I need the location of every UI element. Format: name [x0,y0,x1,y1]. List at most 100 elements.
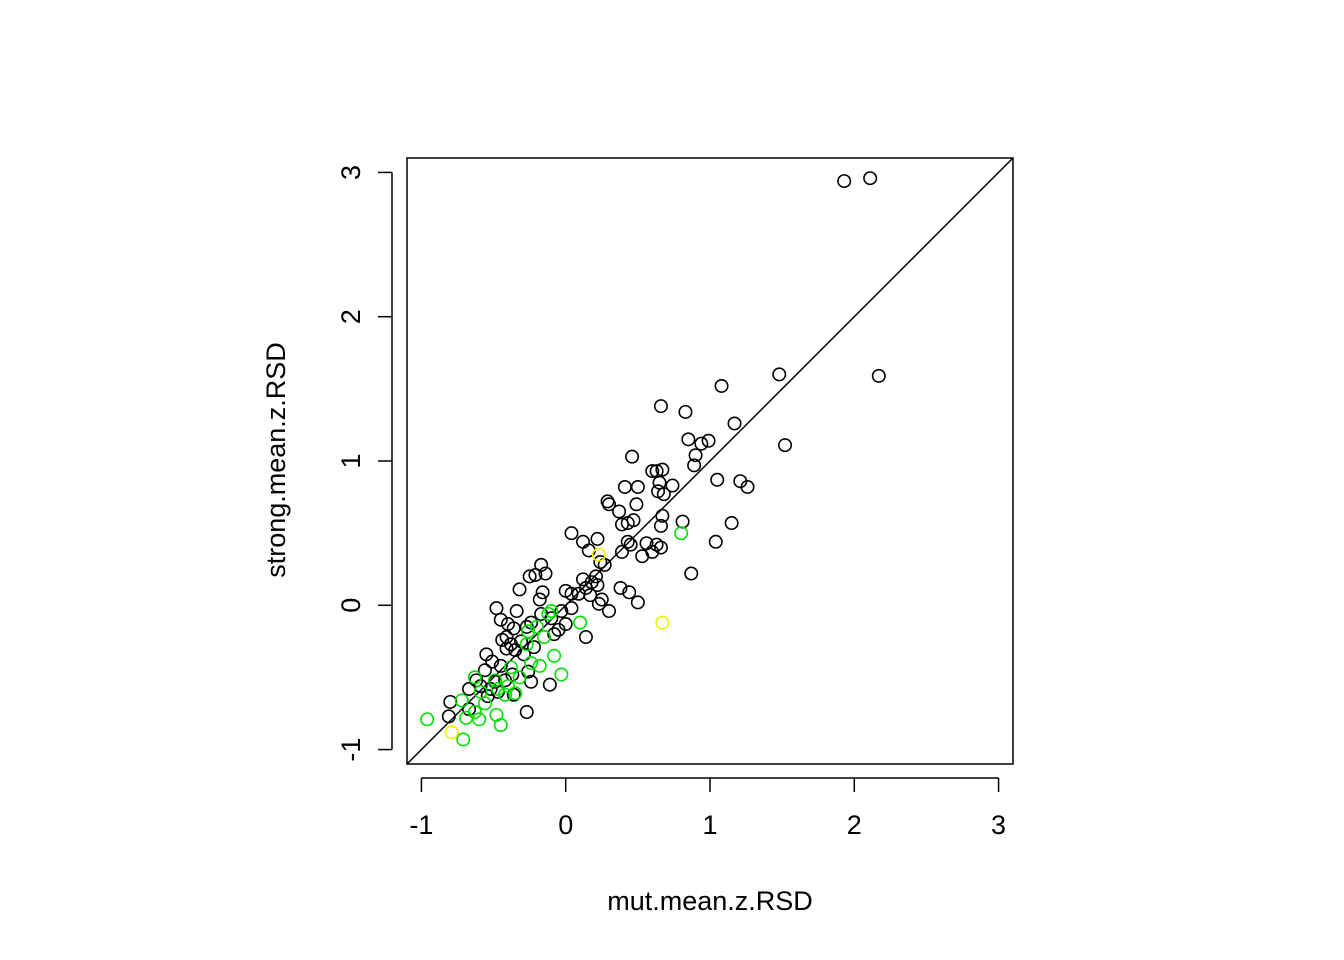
data-point [456,732,471,747]
data-point [655,508,670,523]
data-point [665,478,680,493]
data-point [714,378,729,393]
data-point [509,604,524,619]
data-point [620,516,635,531]
data-point [635,549,650,564]
y-axis-title: strong.mean.z.RSD [261,342,291,578]
data-point [477,696,492,711]
data-point [564,586,579,601]
data-point [708,534,723,549]
data-point [480,689,495,704]
data-point [506,621,521,636]
identity-line [407,158,1013,764]
data-point [547,627,562,642]
data-point [512,670,527,685]
data-point [529,619,544,634]
data-point [576,534,591,549]
data-point [519,637,534,652]
data-point [594,592,609,607]
data-point [498,687,513,702]
data-point [542,677,557,692]
data-point [519,705,534,720]
data-point [727,416,742,431]
data-point [652,475,667,490]
data-point [462,681,477,696]
data-point [645,464,660,479]
x-tick-label: 1 [702,810,717,840]
plot-frame [406,157,1014,765]
data-point [516,647,531,662]
data-point [493,718,508,733]
data-point [625,449,640,464]
data-point [499,641,514,656]
data-point [441,709,456,724]
data-point [778,438,793,453]
data-point [688,448,703,463]
data-point [459,710,474,725]
x-tick-label: 3 [991,810,1006,840]
data-point [493,658,508,673]
data-point [420,712,435,727]
data-point [622,585,637,600]
data-point [601,497,616,512]
data-point [537,630,552,645]
data-point [573,615,588,630]
data-point [614,544,629,559]
data-point [532,658,547,673]
data-point [655,462,670,477]
y-tick-label: 1 [336,453,366,468]
data-point [538,566,553,581]
data-point [544,604,559,619]
data-point [629,497,644,512]
data-point [653,399,668,414]
data-point [675,514,690,529]
data-point [488,673,503,688]
data-point [493,612,508,627]
data-point [601,604,616,619]
data-point [472,712,487,727]
data-point [512,582,527,597]
data-point [630,479,645,494]
y-axis: -1 0 1 2 3 [336,165,393,762]
data-point [499,630,514,645]
data-point [740,479,755,494]
data-point [701,433,716,448]
x-axis-title: mut.mean.z.RSD [607,886,813,916]
data-point [678,404,693,419]
data-point [508,643,523,658]
data-point [655,615,670,630]
data-point [710,472,725,487]
data-point [467,670,482,685]
y-tick-label: 0 [336,598,366,613]
data-point [617,479,632,494]
data-point [772,367,787,382]
data-point [576,572,591,587]
data-point [503,660,518,675]
data-point [544,611,559,626]
data-point [541,606,556,621]
data-point [687,458,702,473]
data-point [564,526,579,541]
data-point [653,518,668,533]
data-point [444,725,459,740]
data-point [674,526,689,541]
data-point [630,595,645,610]
data-point [532,592,547,607]
data-point [591,596,606,611]
data-point [684,566,699,581]
x-axis: -1 0 1 2 3 [409,777,1006,840]
data-point [495,632,510,647]
y-tick-label: 2 [336,309,366,324]
data-point [485,654,500,669]
data-point [483,681,498,696]
data-point [551,622,566,637]
data-point [724,516,739,531]
x-tick-label: 2 [847,810,862,840]
data-point [489,601,504,616]
data-point [508,686,523,701]
data-point [863,171,878,186]
data-point [578,630,593,645]
x-tick-label: -1 [409,810,433,840]
data-point [564,601,579,616]
